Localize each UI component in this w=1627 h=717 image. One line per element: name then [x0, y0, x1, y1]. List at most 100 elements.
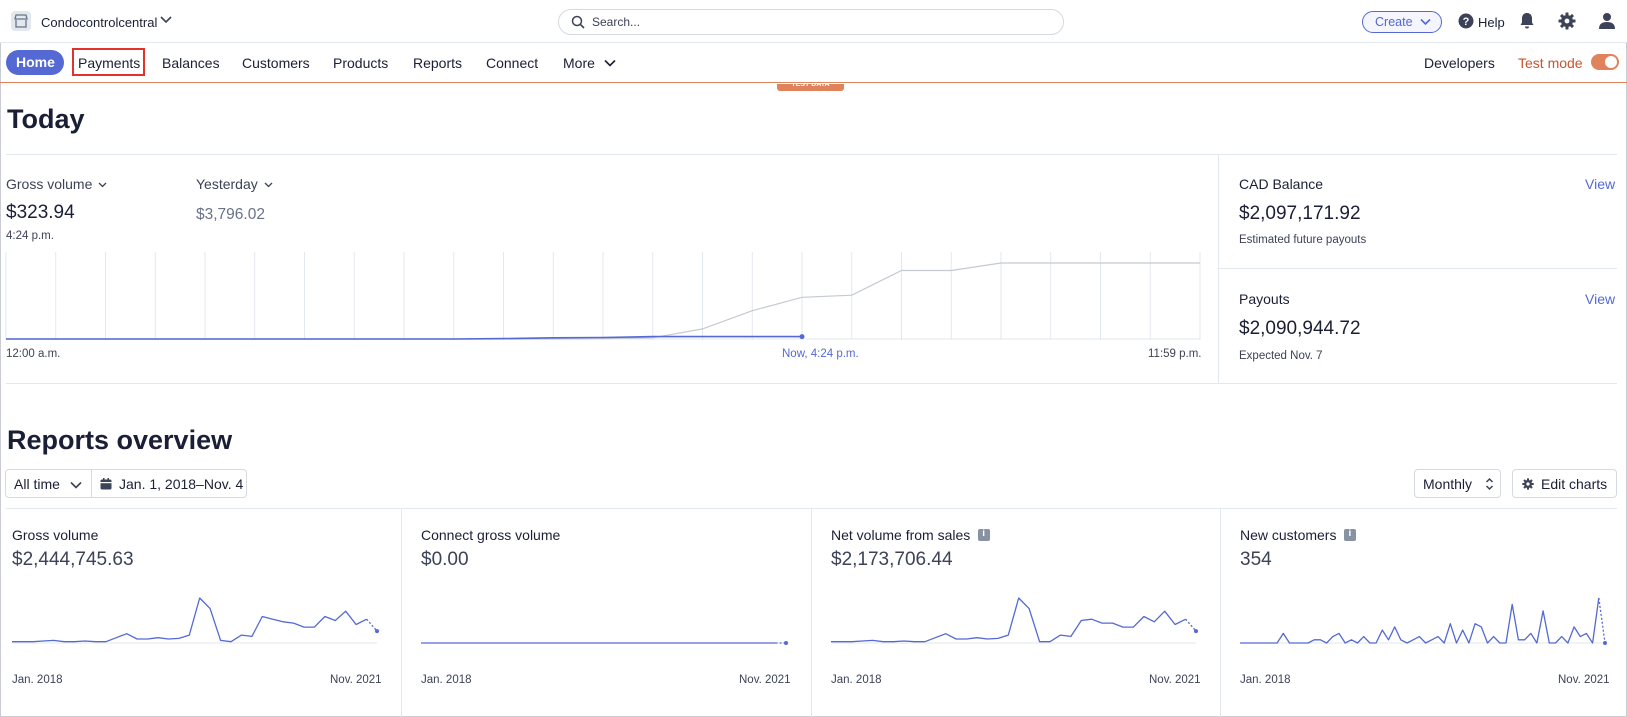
- bell-icon[interactable]: [1519, 12, 1535, 30]
- x-axis-start: Jan. 2018: [12, 674, 63, 686]
- gross-volume-time: 4:24 p.m.: [6, 230, 54, 242]
- card-value: 354: [1240, 549, 1272, 570]
- user-icon[interactable]: [1598, 12, 1616, 30]
- chevron-down-icon[interactable]: [604, 59, 616, 68]
- payouts-label: Payouts: [1239, 291, 1290, 307]
- gear-icon[interactable]: [1558, 12, 1576, 30]
- x-axis-end: Nov. 2021: [1149, 674, 1201, 686]
- nav-customers[interactable]: Customers: [242, 55, 310, 71]
- chevron-down-icon: [70, 481, 82, 489]
- range-selector[interactable]: All time: [5, 469, 92, 498]
- sparkline-chart: [1240, 597, 1607, 645]
- chevron-down-icon: [1420, 18, 1431, 26]
- sparkline-chart: [831, 597, 1198, 644]
- divider: [1220, 508, 1221, 717]
- developers-link[interactable]: Developers: [1424, 55, 1495, 71]
- help-label[interactable]: Help: [1478, 15, 1505, 30]
- sparkline-chart: [421, 641, 788, 645]
- range-label: All time: [14, 476, 60, 492]
- comparison-selector[interactable]: Yesterday: [196, 176, 273, 192]
- today-chart: [5, 252, 1201, 340]
- sparkline-end-point: [1603, 641, 1607, 645]
- chevron-down-icon: [98, 182, 107, 188]
- yesterday-value: $3,796.02: [196, 206, 265, 223]
- top-bar: Condocontrolcentral Create ? Help: [0, 0, 1627, 43]
- gross-volume-label: Gross volume: [6, 176, 93, 192]
- nav-home-label: Home: [16, 54, 55, 70]
- sparkline-end-point: [375, 629, 379, 634]
- today-title: Today: [7, 104, 85, 134]
- date-range-picker[interactable]: Jan. 1, 2018–Nov. 4: [91, 469, 247, 498]
- chevron-down-icon[interactable]: [160, 15, 172, 25]
- cad-balance-value: $2,097,171.92: [1239, 203, 1361, 224]
- sparkline-end-point: [1194, 629, 1198, 634]
- series-line-gross-volume: [6, 335, 802, 340]
- payouts-view-link[interactable]: View: [1585, 291, 1616, 307]
- x-axis-end: Nov. 2021: [1558, 674, 1610, 686]
- edit-charts-button[interactable]: Edit charts: [1512, 469, 1617, 498]
- search-input[interactable]: [592, 14, 1032, 30]
- toggle-knob: [1605, 56, 1617, 68]
- search-bar[interactable]: [558, 9, 1064, 35]
- store-icon[interactable]: [11, 11, 31, 31]
- gross-volume-value: $323.94: [6, 202, 75, 223]
- divider: [1219, 268, 1617, 269]
- info-icon[interactable]: [1344, 528, 1357, 541]
- edit-charts-label: Edit charts: [1541, 476, 1608, 492]
- nav-reports[interactable]: Reports: [413, 55, 463, 71]
- sparkline-series: [831, 597, 1186, 643]
- test-mode-toggle[interactable]: [1591, 54, 1619, 70]
- gear-icon: [1522, 478, 1534, 490]
- card-value: $2,444,745.63: [12, 549, 134, 570]
- sparkline-partial-period: [1598, 597, 1606, 644]
- nav-connect[interactable]: Connect: [486, 55, 539, 71]
- card-value: $0.00: [421, 549, 469, 570]
- nav-products[interactable]: Products: [333, 55, 389, 71]
- search-icon: [571, 15, 585, 29]
- create-button[interactable]: Create: [1362, 11, 1442, 33]
- sparkline-partial-period: [1185, 618, 1197, 632]
- divider: [1218, 154, 1219, 383]
- interval-select[interactable]: Monthly: [1414, 469, 1501, 498]
- divider: [401, 508, 402, 717]
- card-title-text: New customers: [1240, 527, 1337, 543]
- card-title: Connect gross volume: [421, 527, 561, 543]
- divider: [6, 383, 1617, 384]
- x-axis-end: Nov. 2021: [330, 674, 382, 686]
- cad-balance-view-link[interactable]: View: [1585, 176, 1616, 192]
- payouts-note: Expected Nov. 7: [1239, 350, 1323, 362]
- divider: [811, 508, 812, 717]
- account-name[interactable]: Condocontrolcentral: [41, 15, 158, 30]
- nav-payments-highlight: [72, 48, 145, 76]
- axis-now-label: Now, 4:24 p.m.: [782, 348, 859, 360]
- card-value: $2,173,706.44: [831, 549, 953, 570]
- test-mode-label: Test mode: [1518, 55, 1583, 71]
- date-range-label: Jan. 1, 2018–Nov. 4: [119, 476, 244, 492]
- nav-more[interactable]: More: [563, 55, 595, 71]
- nav-payments[interactable]: Payments: [78, 55, 141, 71]
- interval-label: Monthly: [1423, 476, 1473, 492]
- x-axis-start: Jan. 2018: [1240, 674, 1291, 686]
- card-title: Net volume from sales: [831, 527, 991, 543]
- axis-end-label: 11:59 p.m.: [1148, 348, 1202, 360]
- info-icon[interactable]: [978, 528, 991, 541]
- card-title-text: Net volume from sales: [831, 527, 971, 543]
- x-axis-start: Jan. 2018: [421, 674, 472, 686]
- chevron-down-icon: [264, 182, 273, 188]
- sparkline-chart: [12, 597, 379, 644]
- sparkline-series: [1240, 597, 1600, 644]
- svg-text:?: ?: [1463, 16, 1470, 28]
- sparkline-end-point: [784, 641, 788, 645]
- sparkline-partial-period: [366, 618, 378, 632]
- card-title: Gross volume: [12, 527, 99, 543]
- nav-balances[interactable]: Balances: [162, 55, 220, 71]
- calendar-icon: [100, 478, 112, 490]
- gross-volume-selector[interactable]: Gross volume: [6, 176, 107, 192]
- divider: [6, 154, 1617, 155]
- card-title: New customers: [1240, 527, 1357, 543]
- cad-balance-label: CAD Balance: [1239, 176, 1324, 192]
- help-icon[interactable]: ?: [1458, 13, 1474, 29]
- nav-home[interactable]: Home: [6, 50, 64, 75]
- x-axis-end: Nov. 2021: [739, 674, 791, 686]
- cad-balance-note: Estimated future payouts: [1239, 234, 1367, 246]
